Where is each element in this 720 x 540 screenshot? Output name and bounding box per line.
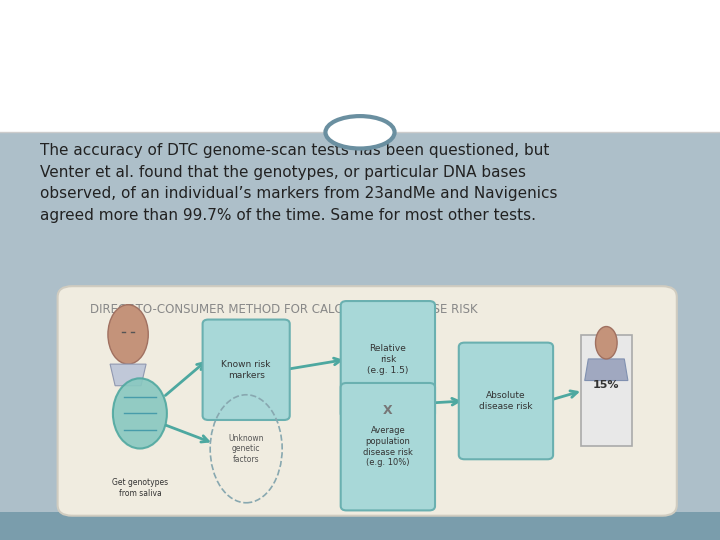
Text: Average
population
disease risk
(e.g. 10%): Average population disease risk (e.g. 10…	[363, 426, 413, 467]
Polygon shape	[585, 359, 628, 381]
Text: X: X	[383, 404, 392, 417]
Text: Absolute
disease risk: Absolute disease risk	[480, 391, 533, 411]
Polygon shape	[110, 364, 146, 386]
Ellipse shape	[325, 116, 395, 148]
Text: Known risk
markers: Known risk markers	[222, 360, 271, 380]
Ellipse shape	[595, 327, 617, 359]
FancyBboxPatch shape	[341, 301, 435, 418]
FancyBboxPatch shape	[0, 0, 720, 132]
Text: 15%: 15%	[593, 380, 620, 390]
Text: Relative
risk
(e.g. 1.5): Relative risk (e.g. 1.5)	[367, 344, 408, 375]
Text: Get genotypes
from saliva: Get genotypes from saliva	[112, 478, 168, 498]
Ellipse shape	[325, 116, 395, 148]
FancyBboxPatch shape	[459, 342, 553, 459]
Ellipse shape	[113, 379, 167, 449]
Ellipse shape	[108, 305, 148, 364]
Text: DIRECT-TO-CONSUMER METHOD FOR CALCULATING DISEASE RISK: DIRECT-TO-CONSUMER METHOD FOR CALCULATIN…	[90, 303, 477, 316]
FancyBboxPatch shape	[581, 335, 632, 446]
FancyBboxPatch shape	[341, 383, 435, 510]
FancyBboxPatch shape	[0, 512, 720, 540]
Text: The accuracy of DTC genome-scan tests has been questioned, but
Venter et al. fou: The accuracy of DTC genome-scan tests ha…	[40, 143, 557, 223]
Text: Unknown
genetic
factors: Unknown genetic factors	[228, 434, 264, 464]
FancyBboxPatch shape	[202, 320, 289, 420]
FancyBboxPatch shape	[58, 286, 677, 516]
